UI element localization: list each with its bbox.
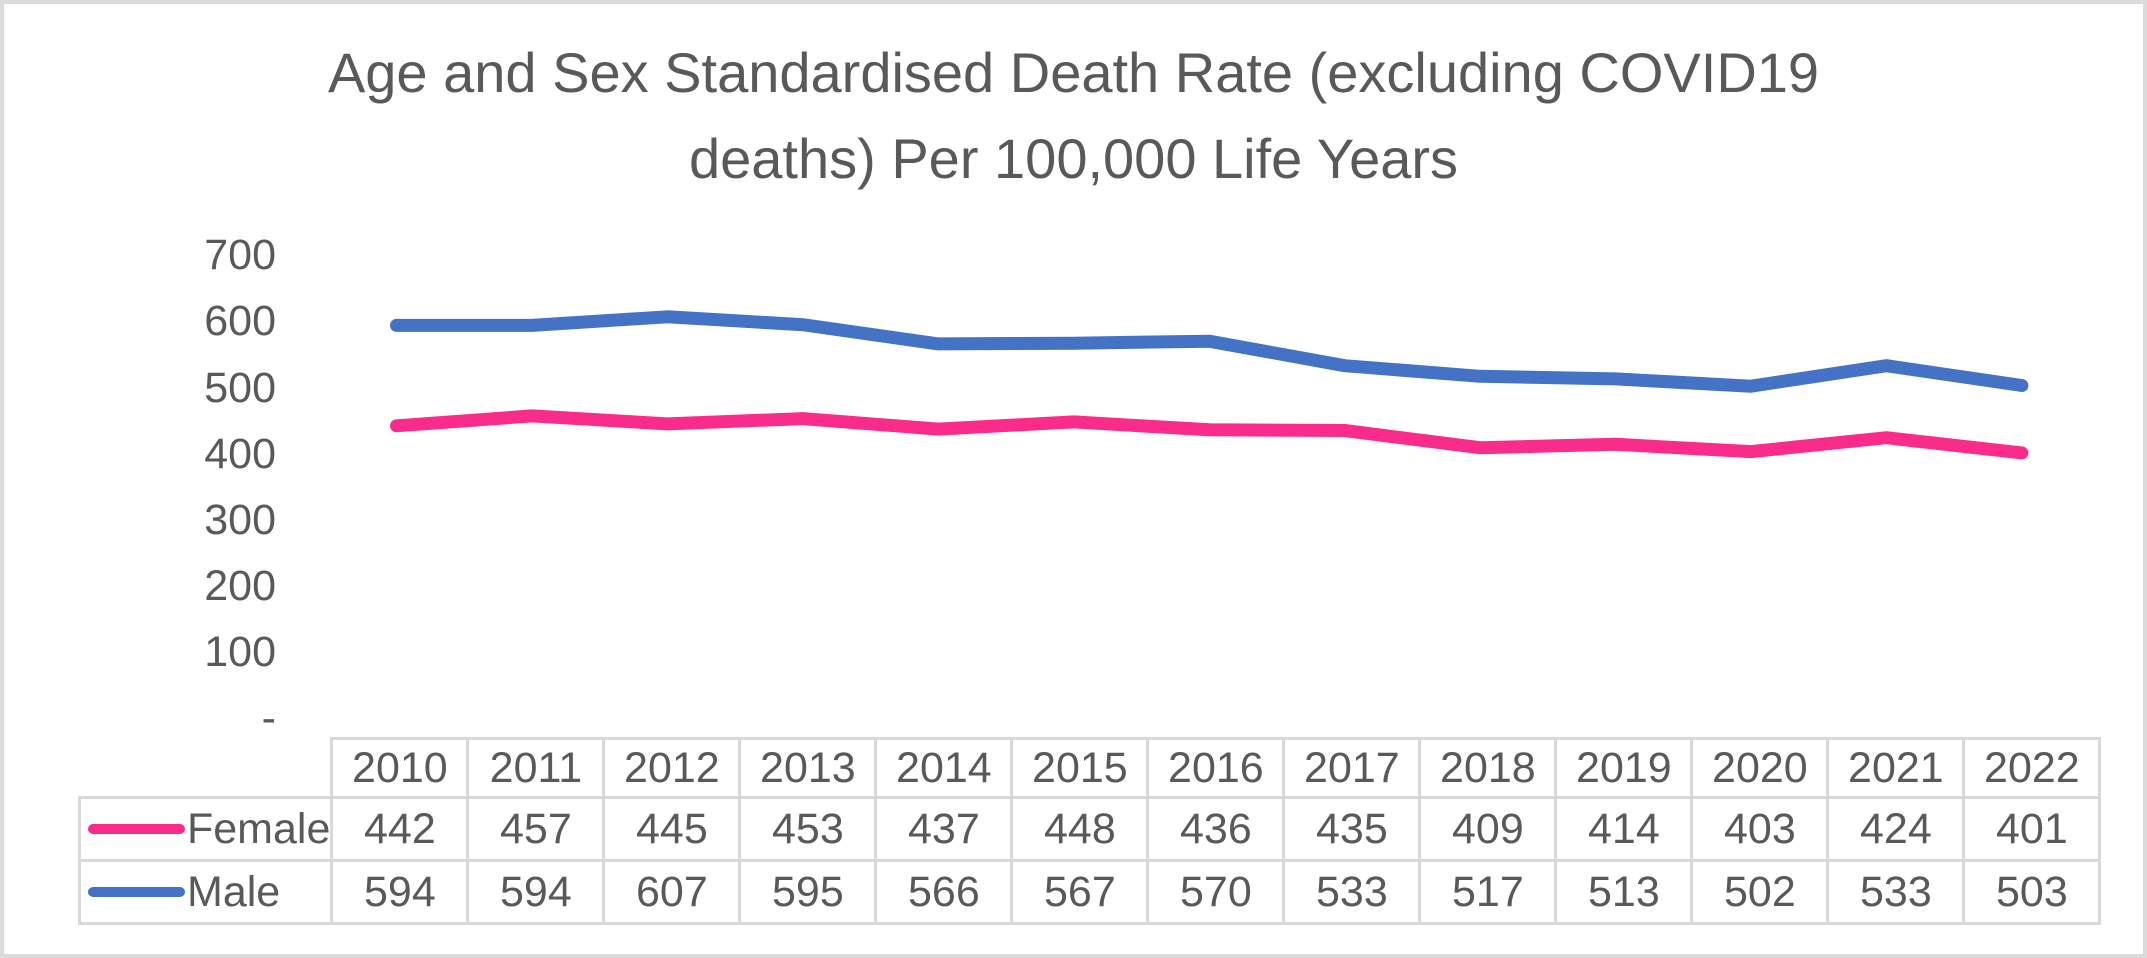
legend-cell-male: Male	[77, 859, 334, 925]
value-cell: 442	[330, 796, 470, 862]
y-axis-tick-label: 100	[204, 627, 276, 676]
value-cell: 503	[1962, 859, 2102, 925]
table-row-female: Female 442 457 445 453 437 448 436 435 409 414 403 4…	[77, 796, 2102, 862]
year-header-cell: 2011	[466, 737, 606, 799]
y-axis-tick-label: 700	[204, 231, 276, 280]
chart-title-line-2: deaths) Per 100,000 Life Years	[688, 127, 1458, 190]
year-header-cell: 2012	[602, 737, 742, 799]
value-cell: 594	[466, 859, 606, 925]
y-axis-tick-label: 600	[204, 297, 276, 346]
value-cell: 594	[330, 859, 470, 925]
value-cell: 403	[1690, 796, 1830, 862]
year-header-cell: 2013	[738, 737, 878, 799]
y-axis-tick-label: -	[261, 694, 276, 742]
female-series-line	[390, 409, 2029, 460]
chart-title-line-1: Age and Sex Standardised Death Rate (exc…	[327, 41, 1820, 104]
value-cell: 448	[1010, 796, 1150, 862]
value-cell: 445	[602, 796, 742, 862]
table-row-male: Male 594 594 607 595 566 567 570 533 517 513 502 533…	[77, 859, 2102, 925]
value-cell: 436	[1146, 796, 1286, 862]
year-header-cell: 2014	[874, 737, 1014, 799]
table-corner-cell	[80, 739, 332, 798]
value-cell: 437	[874, 796, 1014, 862]
value-cell: 513	[1554, 859, 1694, 925]
value-cell: 566	[874, 859, 1014, 925]
value-cell: 607	[602, 859, 742, 925]
value-cell: 595	[738, 859, 878, 925]
legend-label: Female	[187, 804, 331, 853]
value-cell: 424	[1826, 796, 1966, 862]
value-cell: 453	[738, 796, 878, 862]
year-header-cell: 2021	[1826, 737, 1966, 799]
female-legend-line-icon	[88, 824, 185, 834]
legend-label: Male	[187, 867, 281, 916]
value-cell: 517	[1418, 859, 1558, 925]
value-cell: 409	[1418, 796, 1558, 862]
year-header-cell: 2020	[1690, 737, 1830, 799]
y-axis-tick-label: 200	[204, 561, 276, 610]
y-axis-tick-label: 500	[204, 363, 276, 412]
value-cell: 435	[1282, 796, 1422, 862]
legend-cell-female: Female	[77, 796, 334, 862]
male-series-line	[390, 310, 2029, 393]
y-axis-tick-label: 400	[204, 429, 276, 478]
plot-area	[390, 310, 2029, 460]
year-header-cell: 2017	[1282, 737, 1422, 799]
value-cell: 502	[1690, 859, 1830, 925]
value-cell: 570	[1146, 859, 1286, 925]
male-legend-line-icon	[88, 887, 185, 897]
value-cell: 414	[1554, 796, 1694, 862]
value-cell: 567	[1010, 859, 1150, 925]
year-header-cell: 2016	[1146, 737, 1286, 799]
value-cell: 457	[466, 796, 606, 862]
value-cell: 533	[1282, 859, 1422, 925]
value-cell: 533	[1826, 859, 1966, 925]
year-header-cell: 2018	[1418, 737, 1558, 799]
data-table: 2010 2011 2012 2013 2014 2015 2016 2017 2018 2019…	[77, 737, 2102, 925]
value-cell: 401	[1962, 796, 2102, 862]
year-header-cell: 2015	[1010, 737, 1150, 799]
year-header-cell: 2022	[1962, 737, 2102, 799]
y-axis-tick-label: 300	[204, 495, 276, 544]
year-header-cell: 2019	[1554, 737, 1694, 799]
year-header-cell: 2010	[330, 737, 470, 799]
chart-title: Age and Sex Standardised Death Rate (exc…	[4, 30, 2143, 202]
